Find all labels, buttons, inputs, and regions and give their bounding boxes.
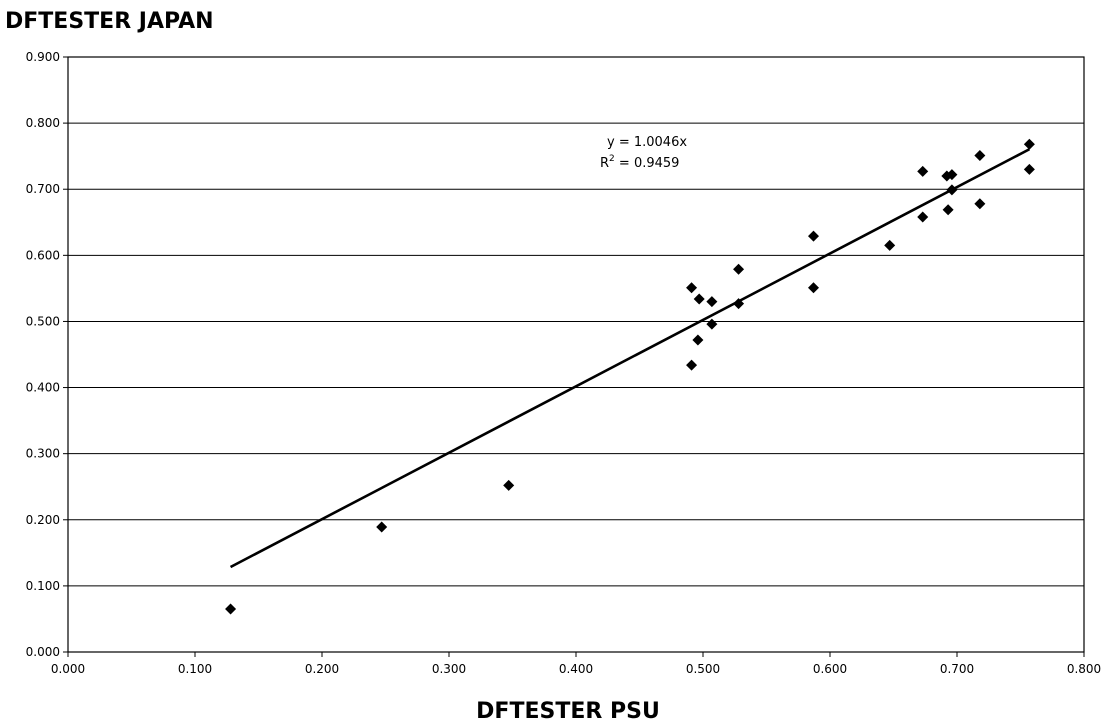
data-point [1023, 138, 1035, 150]
data-point [686, 359, 698, 371]
y-tick-label: 0.600 [26, 248, 60, 262]
y-tick-label: 0.800 [26, 116, 60, 130]
x-tick-label: 0.400 [559, 662, 593, 676]
y-axis-title: DFTESTER JAPAN [5, 9, 214, 34]
data-points [225, 138, 1035, 615]
x-tick-labels: 0.000 0.100 0.200 0.300 0.400 0.500 0.600 0.700… [51, 652, 1101, 676]
data-point [706, 318, 718, 330]
data-point [807, 230, 819, 242]
data-point [974, 198, 986, 210]
y-tick-labels: 0.000 0.100 0.200 0.300 0.400 0.500 0.600 0.700… [26, 50, 68, 659]
y-tick-label: 0.000 [26, 645, 60, 659]
r-squared-value: = 0.9459 [615, 156, 680, 171]
data-point [692, 334, 704, 346]
data-point [376, 521, 388, 533]
data-point [733, 263, 745, 275]
x-tick-label: 0.000 [51, 662, 85, 676]
y-tick-label: 0.400 [26, 381, 60, 395]
r-squared-superscript: 2 [609, 154, 615, 164]
trendline [229, 148, 1030, 569]
data-point [974, 150, 986, 162]
data-point [706, 296, 718, 308]
y-tick-label: 0.700 [26, 182, 60, 196]
x-axis-title: DFTESTER PSU [476, 699, 660, 724]
x-tick-label: 0.200 [305, 662, 339, 676]
data-point [503, 479, 515, 491]
data-point [946, 184, 958, 196]
data-point [942, 204, 954, 216]
x-tick-label: 0.500 [686, 662, 720, 676]
gridlines [68, 122, 1084, 587]
x-tick-label: 0.100 [178, 662, 212, 676]
x-tick-label: 0.300 [432, 662, 466, 676]
x-tick-label: 0.700 [940, 662, 974, 676]
data-point [225, 603, 237, 615]
data-point [693, 293, 705, 305]
y-tick-label: 0.100 [26, 579, 60, 593]
y-tick-label: 0.900 [26, 50, 60, 64]
data-point [946, 169, 958, 181]
data-point [917, 165, 929, 177]
data-point [884, 239, 896, 251]
data-point [1023, 163, 1035, 175]
y-tick-label: 0.200 [26, 513, 60, 527]
trendline-r-squared: R2 = 0.9459 [600, 154, 679, 171]
y-tick-label: 0.500 [26, 314, 60, 328]
x-tick-label: 0.800 [1067, 662, 1101, 676]
x-tick-label: 0.600 [813, 662, 847, 676]
data-point [807, 282, 819, 294]
data-point [917, 211, 929, 223]
trendline-equation: y = 1.0046x [607, 135, 687, 150]
plot-area [67, 56, 1085, 653]
y-tick-label: 0.300 [26, 447, 60, 461]
data-point [733, 298, 745, 310]
data-point [686, 282, 698, 294]
